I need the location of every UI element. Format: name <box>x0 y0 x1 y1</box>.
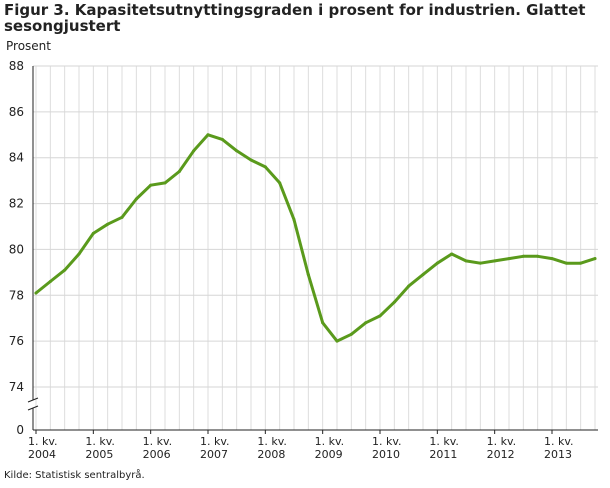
x-tick-label-year: 2007 <box>200 448 228 461</box>
data-point <box>435 261 439 265</box>
x-tick-label: 1. kv. <box>429 435 459 448</box>
data-point <box>321 321 325 325</box>
data-point <box>149 183 153 187</box>
data-point <box>292 218 296 222</box>
x-tick-label: 1. kv. <box>315 435 345 448</box>
data-point <box>421 273 425 277</box>
axis-break-mark <box>27 405 39 411</box>
data-point <box>192 149 196 153</box>
data-point <box>48 280 52 284</box>
data-point <box>77 252 81 256</box>
chart-title: Figur 3. Kapasitetsutnyttingsgraden i pr… <box>4 1 586 35</box>
y-tick-label: 84 <box>9 151 24 165</box>
data-point <box>263 165 267 169</box>
x-tick-label: 1. kv. <box>28 435 58 448</box>
x-tick-label: 1. kv. <box>544 435 574 448</box>
x-tick-label-year: 2011 <box>429 448 457 461</box>
data-point <box>392 300 396 304</box>
data-point <box>306 273 310 277</box>
data-point <box>593 257 597 261</box>
x-tick-label-year: 2013 <box>544 448 572 461</box>
y-tick-label: 0 <box>16 423 24 437</box>
x-tick-label: 1. kv. <box>85 435 115 448</box>
x-tick-label-year: 2004 <box>28 448 56 461</box>
data-point <box>34 291 38 295</box>
data-point <box>450 252 454 256</box>
data-point <box>206 133 210 137</box>
data-point <box>163 181 167 185</box>
data-point <box>536 254 540 258</box>
data-point <box>120 215 124 219</box>
data-point <box>235 149 239 153</box>
data-point <box>407 284 411 288</box>
data-point <box>249 158 253 162</box>
data-point <box>464 259 468 263</box>
data-point <box>507 257 511 261</box>
y-tick-label: 88 <box>9 59 24 73</box>
data-point <box>478 261 482 265</box>
x-tick-label-year: 2006 <box>143 448 171 461</box>
data-point <box>364 321 368 325</box>
axis-break-mark <box>27 397 39 403</box>
data-point <box>91 231 95 235</box>
data-point <box>349 332 353 336</box>
data-point <box>564 261 568 265</box>
y-tick-label: 74 <box>9 380 24 394</box>
y-tick-label: 80 <box>9 242 24 256</box>
data-point <box>278 181 282 185</box>
x-tick-label-year: 2012 <box>487 448 515 461</box>
x-tick-label-year: 2010 <box>372 448 400 461</box>
data-point <box>220 137 224 141</box>
data-point <box>106 222 110 226</box>
y-tick-label: 86 <box>9 105 24 119</box>
y-tick-label: 78 <box>9 288 24 302</box>
x-tick-label-year: 2009 <box>315 448 343 461</box>
x-tick-label: 1. kv. <box>143 435 173 448</box>
x-tick-label-year: 2005 <box>85 448 113 461</box>
data-point <box>63 268 67 272</box>
data-point <box>579 261 583 265</box>
data-point <box>134 197 138 201</box>
data-point <box>335 339 339 343</box>
data-point <box>493 259 497 263</box>
x-tick-label: 1. kv. <box>257 435 287 448</box>
x-tick-label: 1. kv. <box>372 435 402 448</box>
source-note: Kilde: Statistisk sentralbyrå. <box>4 470 145 481</box>
x-tick-label: 1. kv. <box>200 435 230 448</box>
x-tick-label-year: 2008 <box>257 448 285 461</box>
x-tick-label: 1. kv. <box>487 435 517 448</box>
y-axis-label: Prosent <box>6 39 51 53</box>
data-point <box>521 254 525 258</box>
y-tick-label: 76 <box>9 334 24 348</box>
data-point <box>378 314 382 318</box>
data-point <box>550 257 554 261</box>
series-line <box>34 133 597 343</box>
data-point <box>177 169 181 173</box>
y-tick-label: 82 <box>9 197 24 211</box>
